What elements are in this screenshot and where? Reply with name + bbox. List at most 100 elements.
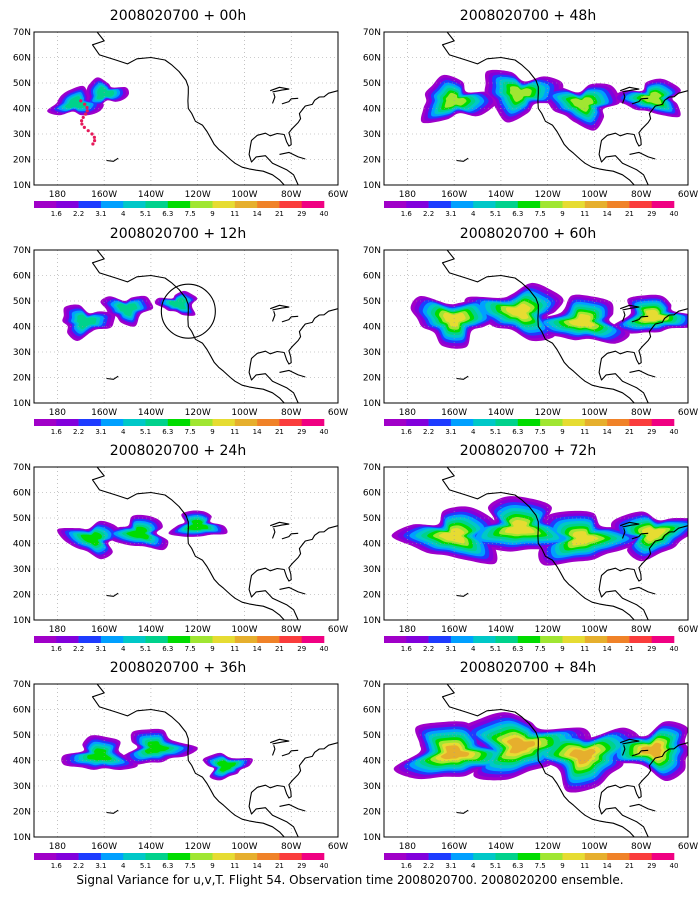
colorbar-swatch: [629, 853, 652, 860]
flight-track-point: [79, 99, 83, 103]
colorbar-label: 7.5: [185, 645, 196, 653]
latitude-tick-label: 20N: [13, 156, 31, 166]
variance-contour: [64, 96, 87, 109]
colorbar-label: 40: [320, 428, 329, 436]
coastline-segment: [621, 528, 626, 539]
map-frame: [33, 683, 339, 838]
colorbar: 1.6 2.2 3.1 4 5.1 6.3 7.5 9 11 14 21 29 40: [384, 201, 678, 218]
latitude-tick-label: 40N: [363, 540, 381, 550]
coastline-segment: [270, 304, 290, 311]
colorbar-label: 9: [210, 862, 214, 870]
colorbar-label: 29: [647, 862, 656, 870]
latitude-tick-label: 50N: [13, 731, 31, 741]
colorbar-label: 14: [603, 428, 612, 436]
colorbar-swatch: [562, 419, 586, 426]
coastline-segment: [279, 151, 306, 160]
colorbar-swatch: [301, 419, 325, 426]
latitude-tick-label: 10N: [363, 181, 381, 191]
graticule: [384, 32, 688, 185]
colorbar-swatch: [123, 419, 146, 426]
coastline-segment: [598, 308, 688, 403]
colorbar-label: 2.2: [73, 210, 84, 218]
flight-track-point: [92, 139, 97, 143]
coastline-segment: [271, 528, 276, 539]
colorbar-swatch: [167, 636, 191, 643]
colorbar-label: 5.1: [490, 428, 501, 436]
longitude-tick-label: 60W: [328, 408, 348, 418]
colorbar-label: 40: [670, 210, 679, 218]
colorbar-swatch: [78, 636, 102, 643]
coastline-segment: [279, 369, 306, 378]
coastline: [441, 684, 688, 837]
coastline-segment: [620, 521, 640, 528]
latitude-tick-label: 30N: [13, 348, 31, 358]
colorbar: 1.6 2.2 3.1 4 5.1 6.3 7.5 9 11 14 21 29 40: [384, 853, 678, 870]
colorbar-swatch: [78, 201, 102, 208]
coastline-segment: [456, 592, 469, 597]
flight-track-point: [81, 115, 85, 120]
colorbar-label: 40: [320, 645, 329, 653]
longitude-tick-label: 80W: [281, 625, 301, 635]
colorbar-swatch: [145, 201, 169, 208]
colorbar-label: 11: [580, 210, 589, 218]
colorbar-swatch: [34, 636, 57, 643]
coastline-segment: [91, 32, 285, 185]
colorbar-swatch: [384, 853, 407, 860]
colorbar-label: 14: [603, 210, 612, 218]
coastline-segment: [621, 93, 626, 104]
latitude-tick-label: 70N: [13, 680, 31, 690]
longitude-tick-label: 180: [399, 190, 416, 200]
latitude-tick-label: 30N: [13, 130, 31, 140]
colorbar-label: 7.5: [535, 645, 546, 653]
colorbar-label: 3.1: [95, 862, 106, 870]
colorbar-swatch: [517, 201, 541, 208]
colorbar-label: 9: [560, 862, 564, 870]
colorbar-label: 5.1: [140, 862, 151, 870]
latitude-tick-label: 10N: [13, 616, 31, 626]
latitude-tick-label: 20N: [13, 591, 31, 601]
variance-field: [62, 290, 198, 342]
longitude-tick-label: 140W: [488, 625, 514, 635]
latitude-tick-label: 50N: [363, 514, 381, 524]
map-panel-36h: 2008020700 + 36h 10N 20N 30N 40N 50N 60N 70N 180…: [8, 660, 348, 875]
longitude-tick-label: 140W: [488, 842, 514, 852]
colorbar-swatch: [78, 419, 102, 426]
coastline-segment: [106, 592, 119, 597]
colorbar-label: 6.3: [512, 428, 523, 436]
variance-contour: [504, 520, 535, 535]
latitude-tick-label: 60N: [363, 272, 381, 282]
colorbar-swatch: [279, 853, 302, 860]
colorbar-label: 11: [580, 428, 589, 436]
graticule: [384, 467, 688, 620]
colorbar-label: 4: [471, 428, 476, 436]
latitude-tick-label: 50N: [363, 731, 381, 741]
longitude-tick-label: 180: [399, 625, 416, 635]
colorbar-label: 5.1: [490, 862, 501, 870]
colorbar-swatch: [406, 853, 429, 860]
longitude-tick-label: 80W: [281, 842, 301, 852]
variance-field: [393, 712, 688, 793]
colorbar-swatch: [540, 201, 563, 208]
variance-contour: [440, 745, 470, 760]
latitude-tick-label: 60N: [363, 54, 381, 64]
latitude-tick-label: 50N: [363, 79, 381, 89]
coastline-segment: [598, 742, 688, 837]
map-plot: 10N 20N 30N 40N 50N 60N 70N 180 160W 140W 120W 100W…: [13, 28, 348, 218]
colorbar-swatch: [384, 201, 407, 208]
coastline-segment: [281, 97, 299, 105]
variance-field: [410, 282, 688, 349]
longitude-tick-label: 60W: [328, 842, 348, 852]
variance-contour: [444, 92, 467, 108]
colorbar-label: 29: [297, 645, 306, 653]
longitude-tick-label: 100W: [581, 842, 607, 852]
colorbar-swatch: [257, 201, 280, 208]
colorbar-label: 9: [210, 428, 214, 436]
longitude-tick-label: 180: [399, 408, 416, 418]
longitude-tick-label: 120W: [535, 625, 561, 635]
colorbar-label: 2.2: [423, 428, 434, 436]
variance-contour: [571, 531, 599, 546]
colorbar-label: 21: [275, 862, 284, 870]
colorbar-label: 2.2: [73, 645, 84, 653]
colorbar-swatch: [100, 419, 124, 426]
coastline-segment: [629, 803, 656, 812]
